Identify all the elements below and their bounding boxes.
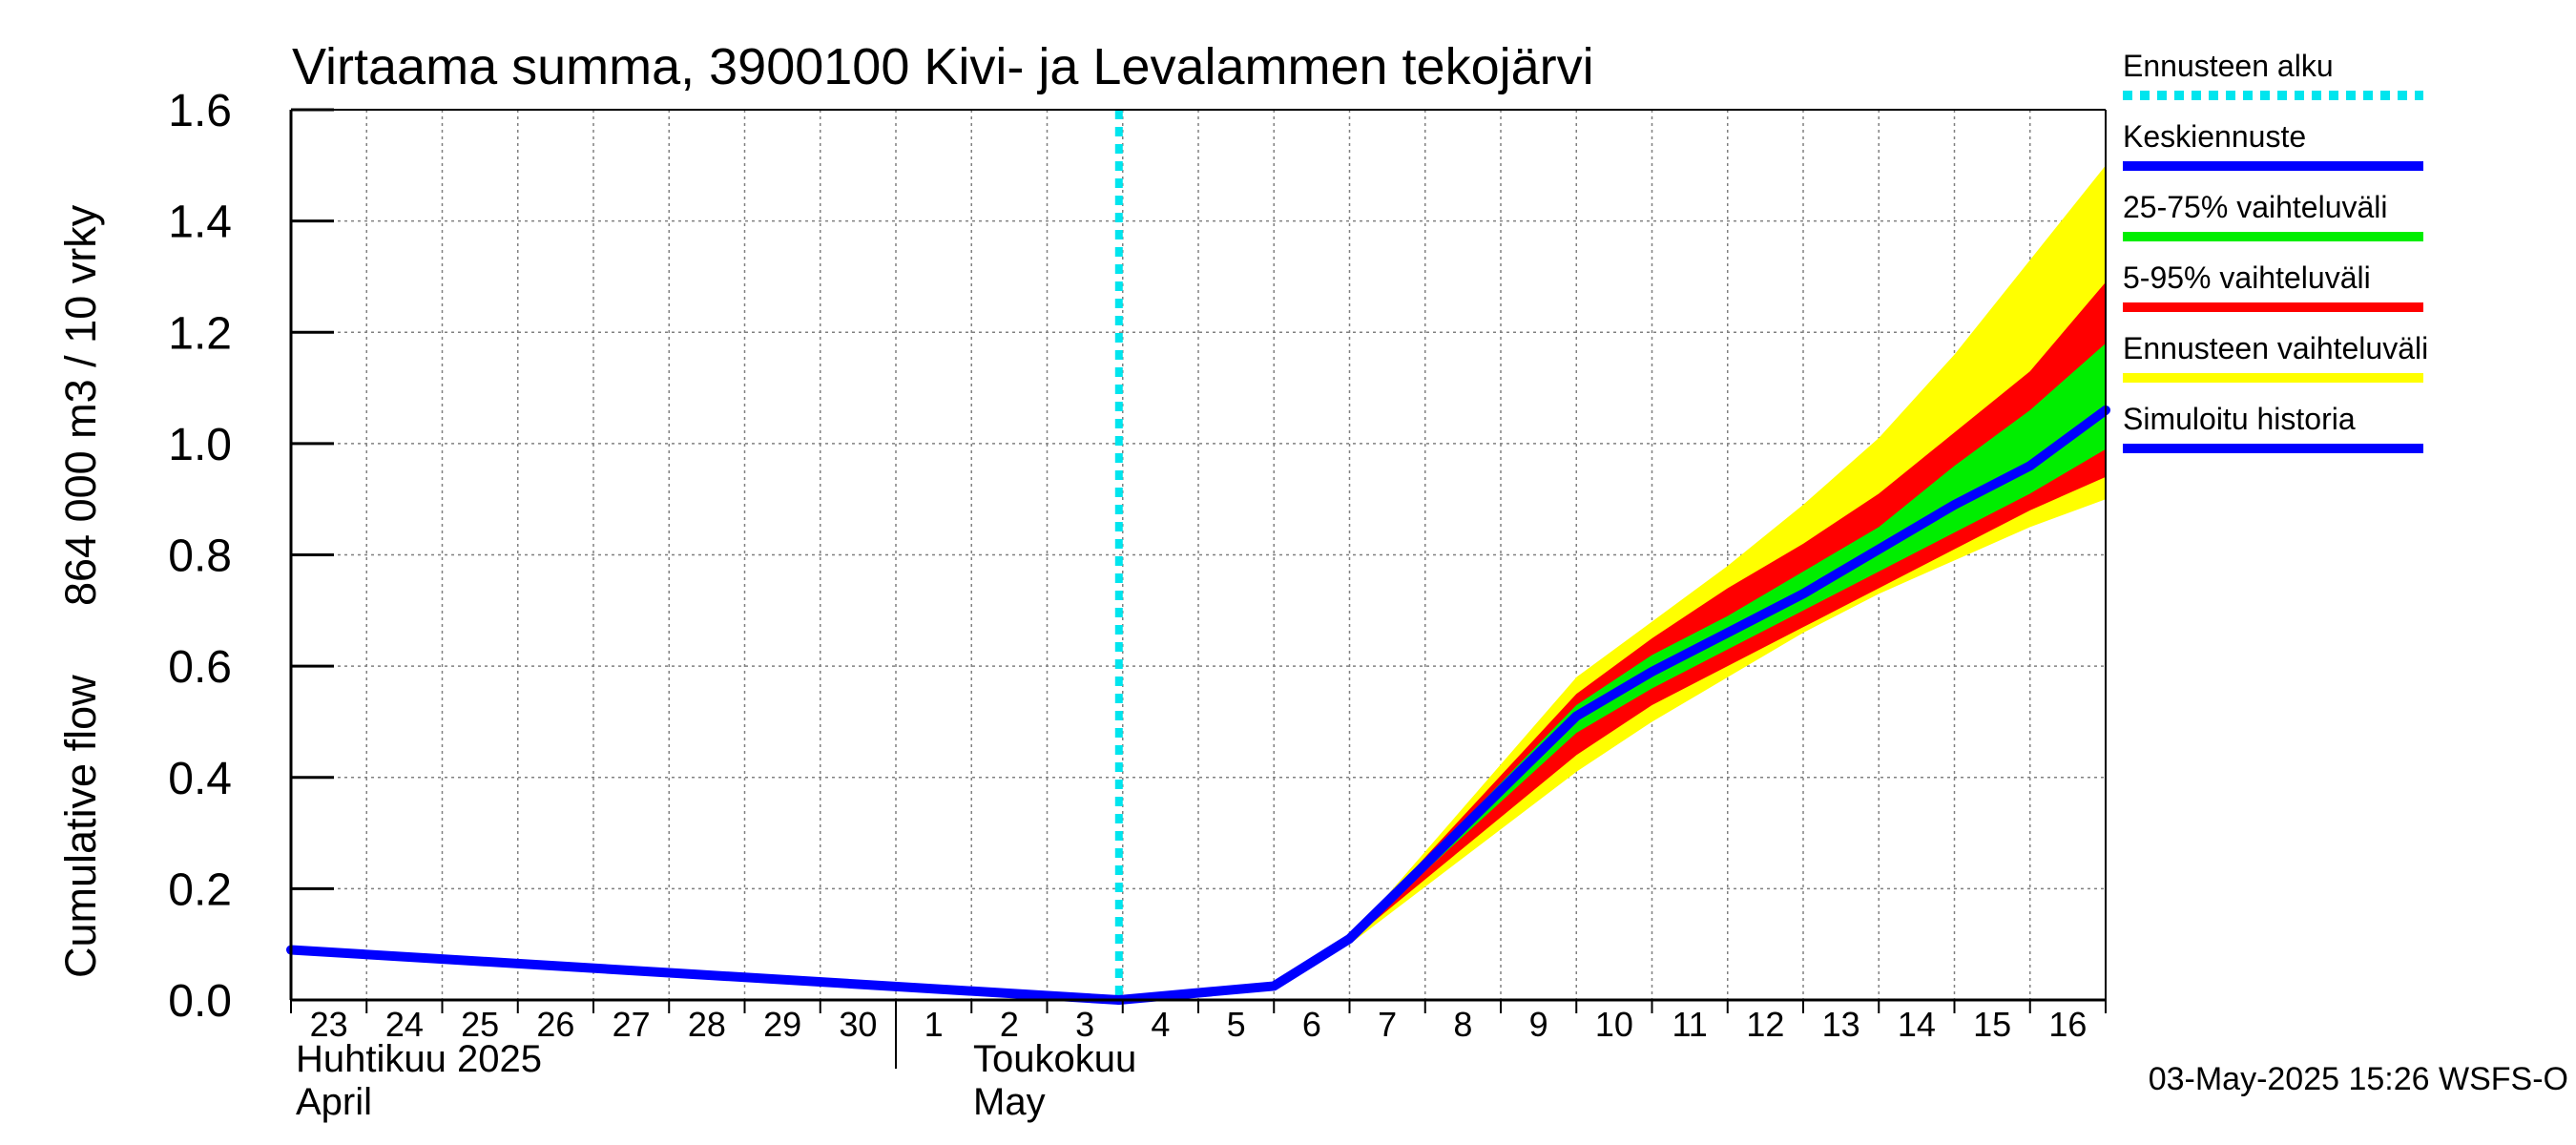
x-tick-label: 4 (1151, 1005, 1170, 1044)
timestamp-footer: 03-May-2025 15:26 WSFS-O (2149, 1061, 2568, 1097)
chart-title: Virtaama summa, 3900100 Kivi- ja Levalam… (292, 38, 1594, 95)
legend-label: Keskiennuste (2123, 119, 2306, 154)
month-label-april-fi: Huhtikuu 2025 (296, 1038, 542, 1080)
legend-label: 25-75% vaihteluväli (2123, 190, 2388, 224)
y-axis-label-units: 864 000 m3 / 10 vrky (56, 204, 105, 606)
x-tick-label: 29 (763, 1005, 801, 1044)
legend-label: 5-95% vaihteluväli (2123, 260, 2371, 295)
x-tick-label: 25 (461, 1005, 499, 1044)
x-tick-label: 27 (613, 1005, 651, 1044)
x-tick-label: 15 (1973, 1005, 2011, 1044)
x-tick-label: 5 (1227, 1005, 1246, 1044)
y-tick-label: 1.0 (168, 420, 232, 470)
y-axis-label-cumulative-flow: Cumulative flow (56, 675, 105, 978)
y-tick-label: 1.6 (168, 86, 232, 136)
y-tick-labels: 0.0 0.2 0.4 0.6 0.8 1.0 1.2 1.4 1.6 (168, 86, 232, 1027)
x-tick-labels: 23 24 25 26 27 28 29 30 1 2 3 4 5 6 7 8 9 10 11 12 13 14 15 16 (310, 1005, 2088, 1044)
y-tick-label: 0.2 (168, 864, 232, 915)
x-tick-label: 10 (1595, 1005, 1633, 1044)
x-tick-label: 16 (2048, 1005, 2087, 1044)
legend-label: Ennusteen vaihteluväli (2123, 331, 2428, 365)
x-tick-label: 26 (536, 1005, 574, 1044)
y-tick-label: 0.0 (168, 976, 232, 1027)
x-tick-label: 14 (1898, 1005, 1936, 1044)
x-tick-label: 23 (310, 1005, 348, 1044)
legend: Ennusteen alku Keskiennuste 25-75% vaihtel… (2123, 49, 2428, 453)
legend-label: Ennusteen alku (2123, 49, 2334, 83)
band-5-95-vaihteluv-li (1349, 281, 2106, 942)
x-tick-label: 9 (1529, 1005, 1548, 1044)
history-line (286, 945, 1124, 1005)
month-label-april-en: April (296, 1081, 372, 1123)
mean-forecast-line (1113, 405, 2110, 1005)
x-tick-label: 13 (1822, 1005, 1860, 1044)
x-tick-label: 11 (1672, 1005, 1707, 1044)
y-tick-label: 0.4 (168, 754, 232, 804)
x-tick-label: 12 (1746, 1005, 1784, 1044)
y-tick-label: 1.4 (168, 198, 232, 248)
x-tick-label: 28 (688, 1005, 726, 1044)
x-tick-label: 1 (924, 1005, 944, 1044)
axes (289, 108, 2107, 1069)
y-tick-label: 0.6 (168, 642, 232, 693)
x-tick-label: 30 (839, 1005, 877, 1044)
y-tick-label: 1.2 (168, 308, 232, 359)
x-tick-label: 3 (1075, 1005, 1094, 1044)
x-tick-label: 2 (1000, 1005, 1019, 1044)
month-label-may-en: May (973, 1081, 1046, 1123)
y-tick-label: 0.8 (168, 531, 232, 582)
x-tick-label: 8 (1453, 1005, 1472, 1044)
series-lines (286, 110, 2110, 1005)
band-25-75-vaihteluv-li (1349, 343, 2106, 941)
x-tick-label: 6 (1302, 1005, 1321, 1044)
legend-label: Simuloitu historia (2123, 402, 2356, 436)
x-tick-label: 7 (1378, 1005, 1397, 1044)
month-label-may-fi: Toukokuu (973, 1038, 1136, 1080)
x-tick-label: 24 (385, 1005, 424, 1044)
